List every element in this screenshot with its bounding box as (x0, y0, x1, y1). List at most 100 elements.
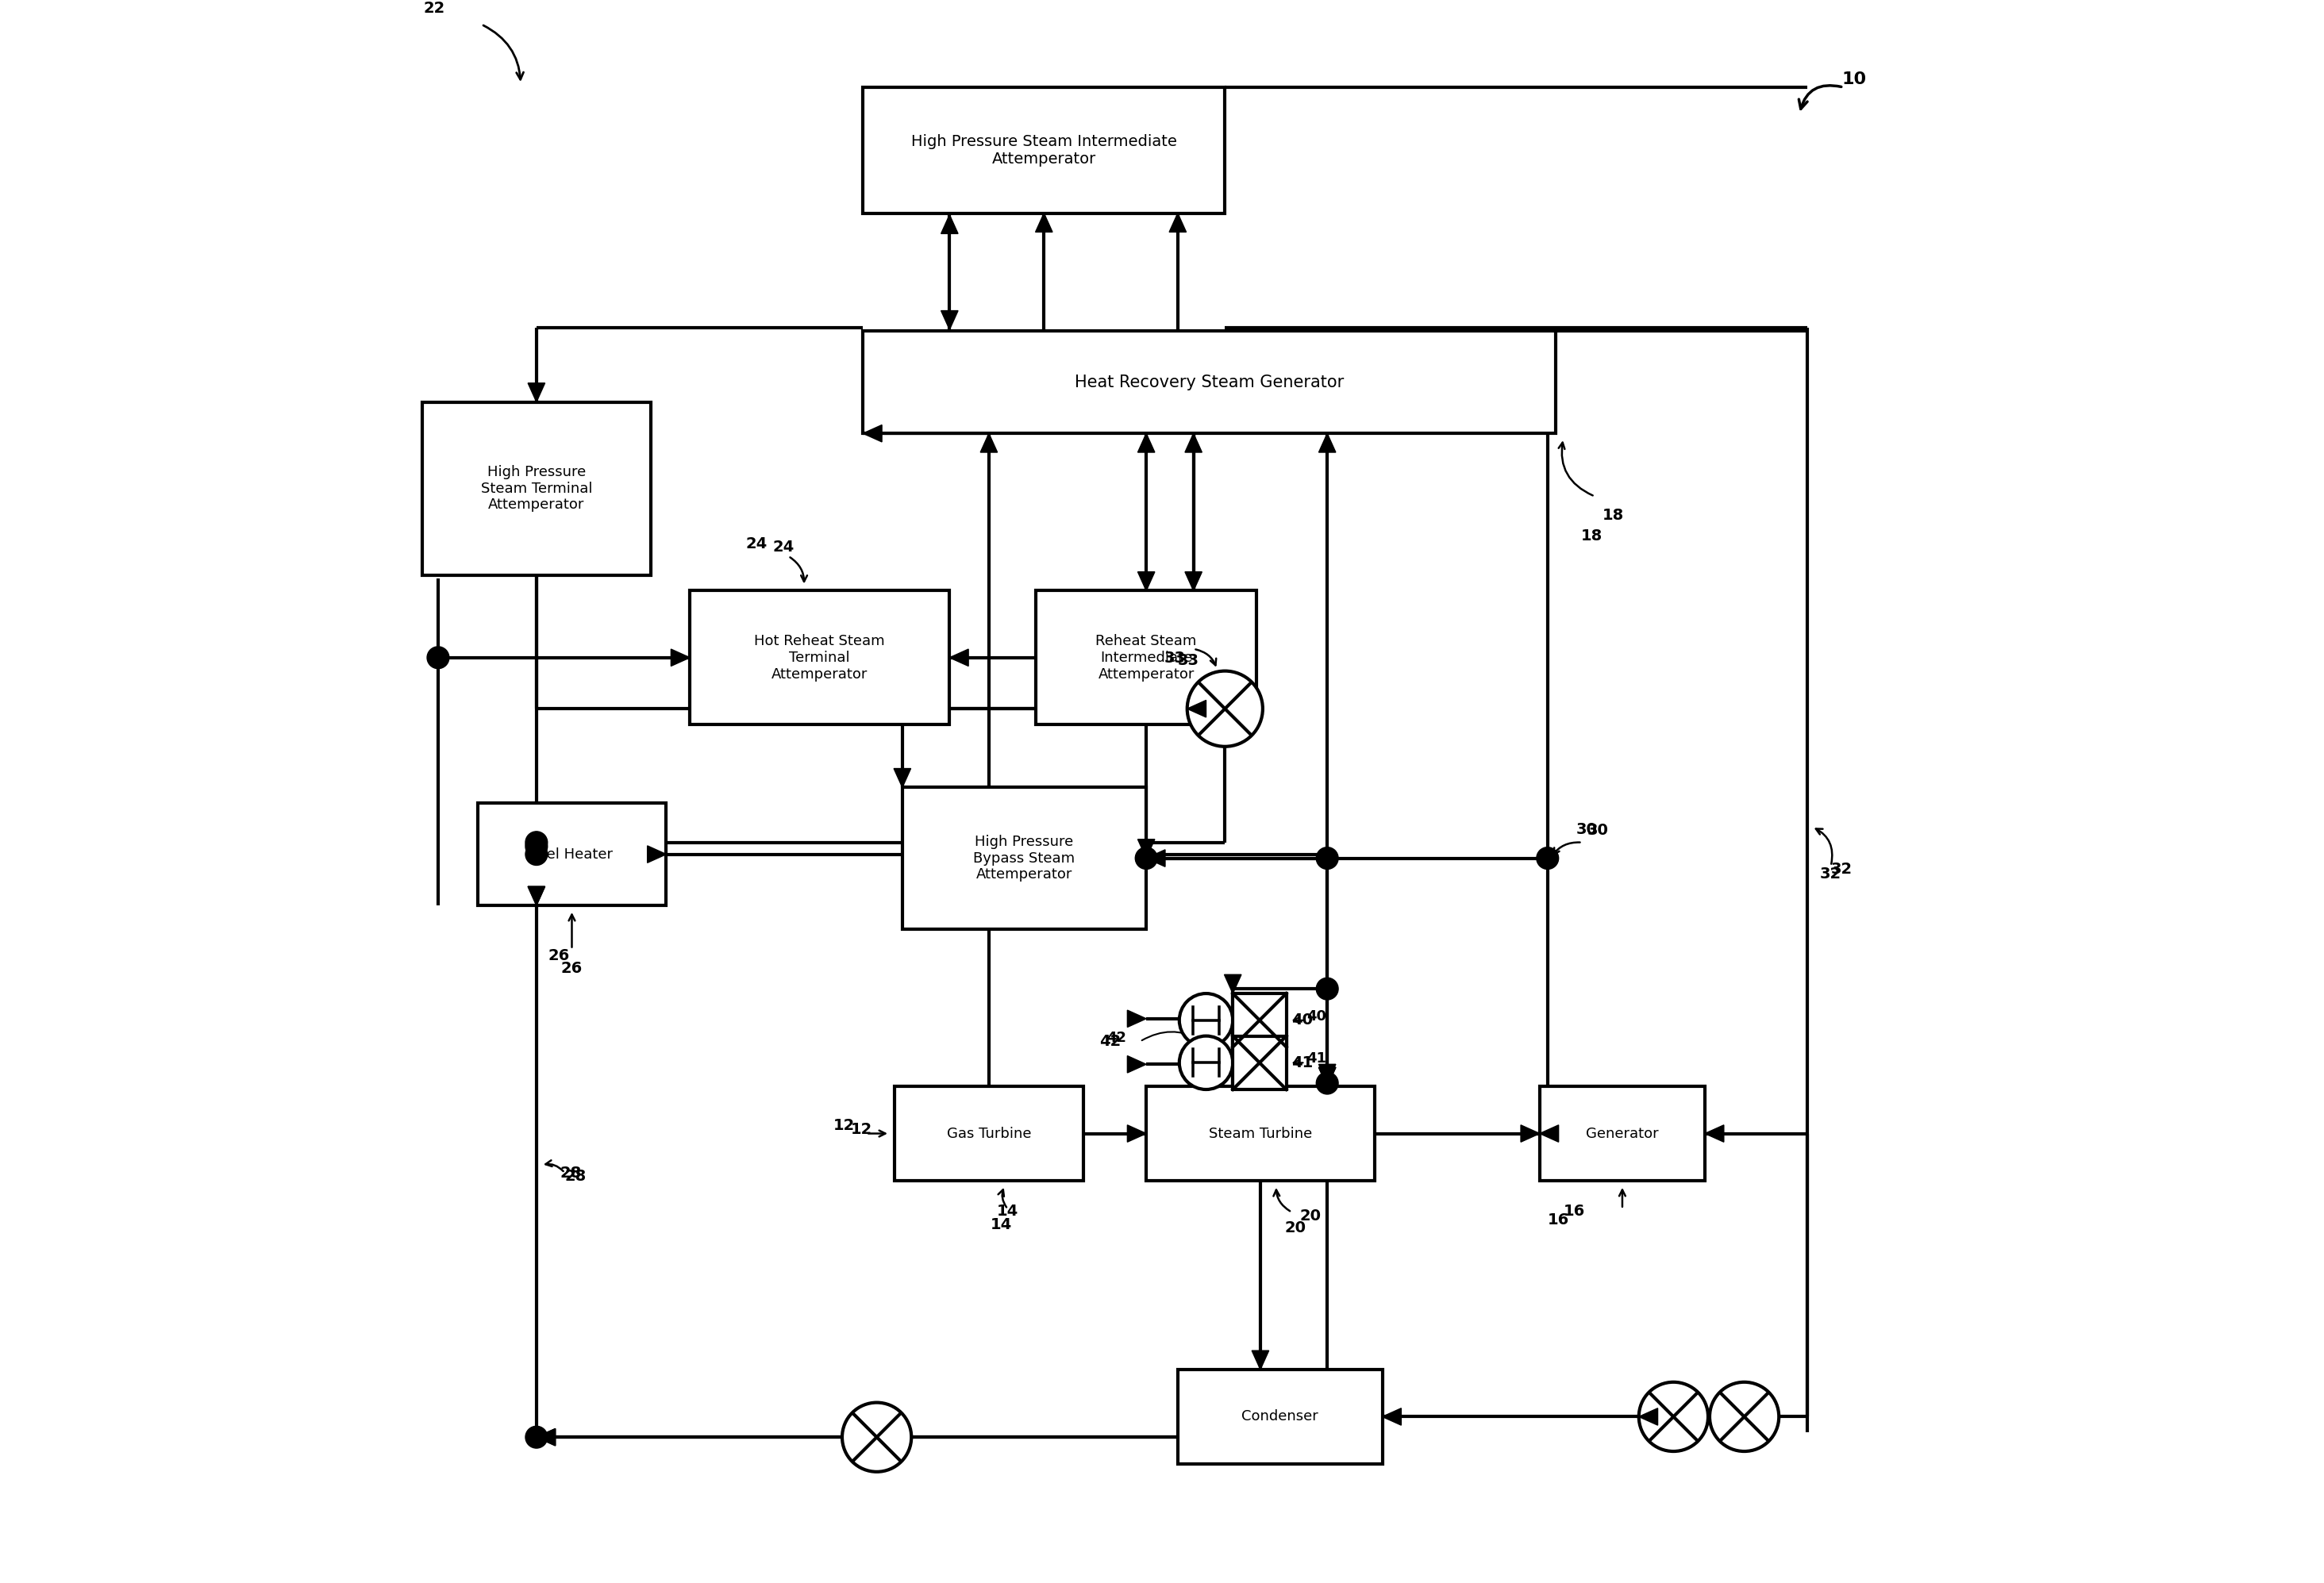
Circle shape (428, 646, 449, 668)
Circle shape (525, 1426, 548, 1448)
Text: 16: 16 (1548, 1213, 1569, 1227)
Polygon shape (1638, 1409, 1657, 1425)
Circle shape (1638, 1382, 1708, 1452)
Text: High Pressure Steam Intermediate
Attemperator: High Pressure Steam Intermediate Attempe… (911, 135, 1176, 166)
Text: 33: 33 (1164, 651, 1185, 666)
Text: 14: 14 (997, 1203, 1018, 1219)
Bar (895, 1086, 1083, 1181)
Bar (862, 87, 1225, 214)
Text: 33: 33 (1178, 652, 1199, 668)
Text: 40: 40 (1292, 1013, 1313, 1027)
Text: 32: 32 (1820, 866, 1841, 882)
Polygon shape (1139, 434, 1155, 453)
Text: 40: 40 (1306, 1008, 1327, 1024)
Text: 24: 24 (772, 540, 795, 554)
Circle shape (1188, 671, 1262, 747)
Circle shape (525, 831, 548, 853)
Polygon shape (981, 434, 997, 453)
Text: 20: 20 (1285, 1220, 1306, 1235)
Bar (476, 803, 667, 905)
Circle shape (1315, 1072, 1339, 1094)
Text: 32: 32 (1831, 863, 1852, 877)
Text: 12: 12 (834, 1118, 855, 1133)
Polygon shape (528, 383, 544, 402)
Polygon shape (1318, 434, 1336, 453)
Text: 41: 41 (1292, 1056, 1313, 1070)
Polygon shape (1139, 571, 1155, 590)
Text: High Pressure
Steam Terminal
Attemperator: High Pressure Steam Terminal Attemperato… (481, 465, 593, 513)
Text: 18: 18 (1604, 508, 1624, 522)
Polygon shape (1127, 1010, 1146, 1027)
Bar (1178, 1369, 1383, 1464)
Text: 16: 16 (1564, 1203, 1585, 1219)
Polygon shape (537, 1429, 555, 1445)
Polygon shape (1318, 1067, 1336, 1086)
Text: 20: 20 (1299, 1208, 1320, 1224)
Polygon shape (1225, 975, 1241, 994)
Circle shape (841, 1403, 911, 1472)
Text: 28: 28 (560, 1165, 581, 1181)
Polygon shape (1706, 1126, 1724, 1141)
Circle shape (1710, 1382, 1778, 1452)
Bar (1232, 994, 1285, 1046)
Bar (423, 402, 651, 575)
Polygon shape (1318, 1064, 1336, 1083)
Bar (1541, 1086, 1706, 1181)
Bar (1037, 590, 1257, 725)
Polygon shape (537, 1429, 555, 1445)
Polygon shape (1185, 571, 1202, 590)
Text: Gas Turbine: Gas Turbine (946, 1127, 1032, 1141)
Text: Fuel Heater: Fuel Heater (530, 847, 614, 861)
Circle shape (1315, 847, 1339, 869)
Text: 24: 24 (746, 537, 767, 551)
Polygon shape (1188, 700, 1206, 717)
Polygon shape (941, 215, 957, 234)
Text: 42: 42 (1106, 1031, 1127, 1045)
Polygon shape (1139, 839, 1155, 858)
Text: 42: 42 (1099, 1034, 1120, 1050)
Text: Hot Reheat Steam
Terminal
Attemperator: Hot Reheat Steam Terminal Attemperator (755, 633, 885, 681)
Polygon shape (528, 886, 544, 905)
Text: Steam Turbine: Steam Turbine (1208, 1127, 1313, 1141)
Circle shape (525, 836, 548, 858)
Polygon shape (1541, 1126, 1559, 1141)
Polygon shape (951, 649, 969, 666)
Polygon shape (895, 768, 911, 787)
Circle shape (1178, 1035, 1232, 1089)
Polygon shape (1127, 1056, 1146, 1073)
Circle shape (1178, 994, 1232, 1046)
Polygon shape (1253, 1350, 1269, 1369)
Polygon shape (1318, 1067, 1336, 1086)
Text: 30: 30 (1587, 823, 1608, 837)
Text: 28: 28 (565, 1168, 586, 1184)
Text: 26: 26 (560, 961, 583, 975)
Polygon shape (1146, 850, 1164, 867)
Text: 22: 22 (423, 2, 444, 16)
Polygon shape (1520, 1126, 1541, 1141)
Text: 14: 14 (990, 1217, 1013, 1232)
Text: 18: 18 (1580, 529, 1604, 543)
Polygon shape (1037, 214, 1053, 233)
Circle shape (525, 844, 548, 866)
Text: Generator: Generator (1585, 1127, 1659, 1141)
Polygon shape (648, 845, 667, 863)
Text: Heat Recovery Steam Generator: Heat Recovery Steam Generator (1074, 374, 1343, 391)
Bar (690, 590, 951, 725)
Polygon shape (1383, 1409, 1401, 1425)
Text: Reheat Steam
Intermediate
Attemperator: Reheat Steam Intermediate Attemperator (1095, 633, 1197, 681)
Circle shape (1315, 978, 1339, 1000)
Polygon shape (1169, 214, 1185, 233)
Polygon shape (1127, 1126, 1146, 1141)
Polygon shape (1185, 434, 1202, 453)
Text: 41: 41 (1306, 1051, 1327, 1065)
Text: 30: 30 (1576, 822, 1597, 837)
Bar (862, 331, 1555, 434)
Text: High Pressure
Bypass Steam
Attemperator: High Pressure Bypass Steam Attemperator (974, 834, 1076, 882)
Polygon shape (862, 424, 881, 442)
Polygon shape (672, 649, 690, 666)
Polygon shape (941, 310, 957, 329)
Text: 10: 10 (1843, 71, 1866, 87)
Bar (902, 787, 1146, 929)
Circle shape (1536, 847, 1559, 869)
Text: 26: 26 (548, 948, 569, 964)
